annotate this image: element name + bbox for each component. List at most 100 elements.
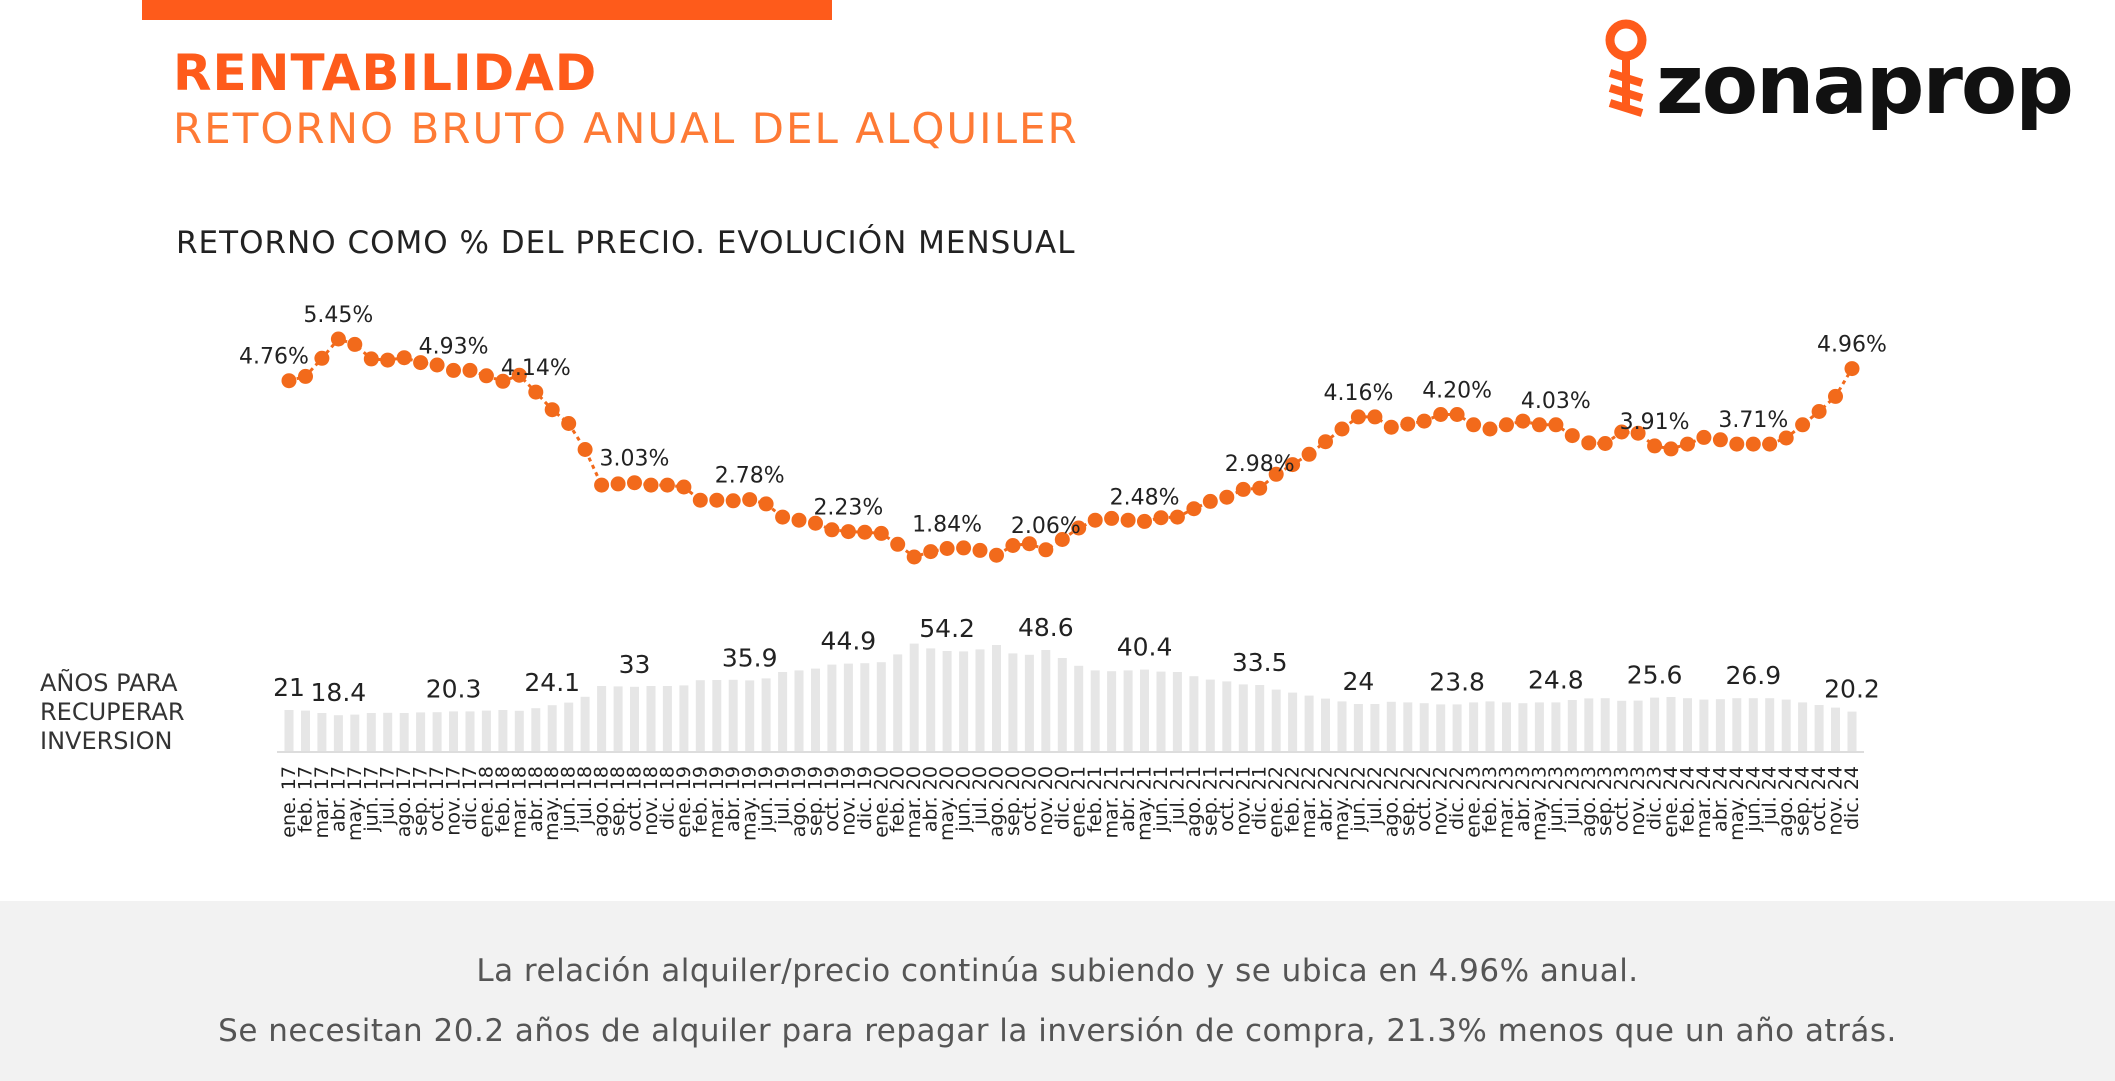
- years-bar: [1781, 699, 1791, 752]
- x-tick-label: feb. 24: [1677, 766, 1699, 833]
- years-bar: [1584, 698, 1594, 752]
- x-tick-label: oct. 23: [1611, 766, 1633, 832]
- return-point: [462, 362, 478, 378]
- return-point: [1581, 435, 1597, 451]
- years-bar: [498, 710, 508, 752]
- x-tick-label: jul. 21: [1166, 766, 1188, 826]
- return-value-label: 4.03%: [1521, 389, 1591, 414]
- chart-title: RETORNO COMO % DEL PRECIO. EVOLUCIÓN MEN…: [176, 225, 1076, 261]
- return-point: [380, 352, 396, 368]
- years-bar: [1452, 704, 1462, 752]
- return-value-label: 2.23%: [813, 496, 883, 521]
- years-bar: [1255, 685, 1265, 752]
- years-value-label: 54.2: [919, 614, 975, 643]
- years-bar: [1353, 704, 1363, 752]
- return-point: [413, 355, 429, 371]
- x-tick-label: mar. 21: [1101, 766, 1123, 838]
- years-value-label: 40.4: [1117, 633, 1173, 662]
- x-tick-label: abr. 20: [920, 766, 942, 832]
- return-point: [1219, 489, 1235, 505]
- x-tick-label: ago. 21: [1183, 766, 1205, 837]
- x-tick-label: dic. 20: [1051, 766, 1073, 830]
- return-point: [1038, 542, 1054, 558]
- x-tick-label: jun. 21: [1150, 766, 1172, 833]
- return-point: [478, 368, 494, 384]
- x-tick-label: jul. 18: [574, 766, 596, 826]
- x-tick-label: dic. 18: [656, 766, 678, 830]
- years-bar: [1386, 701, 1396, 752]
- return-point: [1383, 419, 1399, 435]
- years-bar: [432, 712, 442, 752]
- x-tick-label: sep. 19: [805, 766, 827, 836]
- years-bar: [1534, 702, 1544, 752]
- years-bar: [860, 663, 870, 752]
- return-point: [1828, 388, 1843, 404]
- years-bar: [1798, 702, 1808, 752]
- x-tick-label: jun. 22: [1347, 766, 1369, 833]
- return-point: [643, 477, 659, 493]
- chart: 21 18.4 20.3 24.1 33 35.9 44.9 54.2 48.6 40.4 33.5…: [239, 303, 1887, 841]
- years-bar: [1238, 684, 1248, 752]
- return-value-label: 2.78%: [715, 464, 785, 489]
- return-point: [1745, 436, 1761, 452]
- return-point: [281, 373, 297, 389]
- return-point: [1630, 425, 1646, 441]
- return-point: [1466, 417, 1482, 433]
- return-value-label: 1.84%: [912, 513, 982, 538]
- return-point: [758, 496, 774, 512]
- x-tick-label: dic. 21: [1249, 766, 1271, 830]
- return-point: [561, 416, 577, 431]
- return-point: [1285, 457, 1301, 473]
- years-bar: [1107, 671, 1117, 752]
- x-tick-label: oct. 24: [1808, 766, 1830, 832]
- years-bar: [1567, 700, 1577, 752]
- years-value-label: 25.6: [1627, 661, 1683, 690]
- years-value-label: 35.9: [722, 643, 778, 672]
- return-point: [446, 362, 461, 378]
- return-point: [659, 477, 675, 493]
- x-tick-label: feb. 17: [295, 766, 317, 833]
- x-tick-label: sep. 18: [607, 766, 629, 836]
- return-point: [544, 402, 560, 418]
- return-point: [1647, 438, 1663, 454]
- return-point: [1416, 413, 1432, 429]
- years-bar: [926, 648, 936, 752]
- return-point: [1252, 480, 1268, 496]
- return-point: [1499, 417, 1514, 433]
- return-value-label: 4.93%: [419, 334, 489, 359]
- return-point: [1515, 413, 1531, 429]
- return-point: [1318, 434, 1333, 450]
- years-value-label: 23.8: [1429, 667, 1485, 696]
- return-point: [923, 544, 939, 560]
- x-tick-label: nov. 22: [1430, 766, 1452, 836]
- x-tick-label: ago. 18: [591, 766, 613, 837]
- years-bar: [728, 679, 738, 752]
- x-tick-label: ago. 22: [1380, 766, 1402, 837]
- x-tick-label: feb. 19: [689, 766, 711, 833]
- return-value-label: 4.96%: [1817, 333, 1887, 358]
- return-point: [594, 477, 610, 493]
- return-point: [692, 492, 708, 508]
- years-bar: [350, 714, 360, 752]
- return-point: [972, 542, 988, 558]
- return-point: [1137, 513, 1152, 529]
- x-tick-label: mar. 24: [1693, 766, 1715, 838]
- years-bar: [909, 643, 919, 752]
- x-tick-label: may. 23: [1528, 766, 1550, 841]
- return-point: [1778, 430, 1794, 446]
- x-tick-label: mar. 23: [1496, 766, 1518, 838]
- return-point: [1482, 421, 1498, 437]
- x-tick-label: may. 19: [739, 766, 761, 841]
- return-point: [1548, 417, 1564, 433]
- return-point: [824, 522, 840, 538]
- years-bar: [712, 680, 722, 752]
- x-tick-label: ago. 23: [1578, 766, 1600, 837]
- return-point: [890, 536, 906, 552]
- x-tick-label: ene. 24: [1660, 766, 1682, 838]
- x-tick-label: oct. 17: [426, 766, 448, 832]
- return-point: [511, 367, 527, 383]
- years-bar: [564, 702, 574, 752]
- years-bar: [876, 662, 886, 752]
- return-point: [1054, 532, 1070, 547]
- years-bar: [1732, 698, 1742, 752]
